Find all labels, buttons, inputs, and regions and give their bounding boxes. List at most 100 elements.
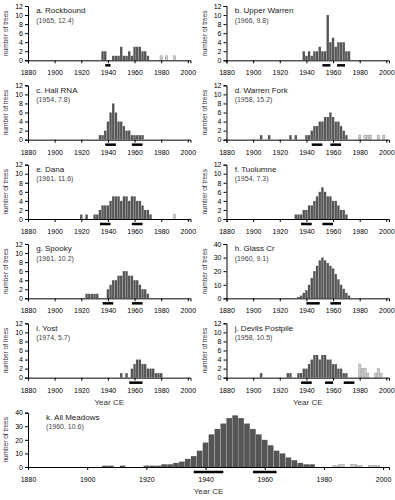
tick-mark xyxy=(25,165,28,166)
tick: 1940 xyxy=(299,140,315,156)
tick: 10 xyxy=(214,329,227,336)
periods xyxy=(301,224,333,225)
bar xyxy=(136,47,138,61)
tick-mark xyxy=(265,467,266,470)
bar xyxy=(292,460,298,467)
tick-label: 1920 xyxy=(272,149,288,156)
tick: 1920 xyxy=(272,219,288,235)
tick-mark xyxy=(25,131,28,132)
tick-label: 1980 xyxy=(352,387,368,394)
tick: 4 xyxy=(218,198,227,205)
tick: 2000 xyxy=(181,140,197,156)
tick-label: 1980 xyxy=(352,228,368,235)
tick-mark xyxy=(333,60,334,63)
tick-label: 1920 xyxy=(272,387,288,394)
y-axis: 010203040 xyxy=(15,409,28,470)
bar xyxy=(297,373,299,378)
tick-label: 1920 xyxy=(74,387,90,394)
bar xyxy=(165,56,167,61)
bar xyxy=(107,289,109,298)
tick: 1940 xyxy=(101,298,117,314)
tick-label: 8 xyxy=(218,180,222,187)
tick-mark xyxy=(224,24,227,25)
tick: 2000 xyxy=(379,219,395,235)
bar xyxy=(203,443,209,467)
tick-label: 1960 xyxy=(127,387,143,394)
bar xyxy=(364,135,366,140)
panel-subtitle: (1958, 10.5) xyxy=(235,334,273,342)
tick-label: 1980 xyxy=(154,307,170,314)
tick-mark xyxy=(224,60,227,61)
tick: 8 xyxy=(19,180,28,187)
tick: 1940 xyxy=(101,60,117,76)
tick-mark xyxy=(224,6,227,7)
periods xyxy=(322,65,345,66)
tick-label: 1940 xyxy=(299,228,315,235)
tick-mark xyxy=(25,183,28,184)
bar xyxy=(286,457,292,467)
bar xyxy=(226,418,232,467)
panel-subtitle: (1966, 9.8) xyxy=(235,17,269,25)
axis-line xyxy=(25,7,29,61)
tick-mark xyxy=(55,60,56,63)
bar xyxy=(149,466,155,467)
axis-line xyxy=(29,378,192,381)
tick-mark xyxy=(360,60,361,63)
tick-label: 1900 xyxy=(47,228,63,235)
x-axis: 1880190019201940196019802000 xyxy=(21,378,197,394)
tick-mark xyxy=(224,298,227,299)
bar xyxy=(335,122,337,140)
bar xyxy=(107,122,109,140)
tick-mark xyxy=(25,289,28,290)
bar xyxy=(305,135,307,140)
bar xyxy=(173,214,175,219)
axis-line xyxy=(224,165,228,219)
panel: 1880190019201940196019802000024681012num… xyxy=(201,82,395,156)
tick-mark xyxy=(25,113,28,114)
tick-label: 2 xyxy=(19,127,23,134)
x-axis: 1880190019201940196019802000 xyxy=(219,219,395,235)
tick-mark xyxy=(386,60,387,63)
tick-mark xyxy=(161,378,162,381)
tick: 10 xyxy=(214,91,227,98)
tick-mark xyxy=(224,258,227,259)
bar xyxy=(117,276,119,299)
tick-label: 1940 xyxy=(101,387,117,394)
bar xyxy=(345,51,347,60)
tick-mark xyxy=(135,60,136,63)
bar xyxy=(141,51,143,60)
bar xyxy=(374,466,380,467)
tick: 1880 xyxy=(21,219,37,235)
bar xyxy=(160,56,162,61)
bar xyxy=(136,360,138,378)
x-label: Year CE xyxy=(95,398,125,407)
tick-label: 6 xyxy=(19,109,23,116)
tick-mark xyxy=(55,378,56,381)
bar xyxy=(161,464,167,467)
bar xyxy=(345,373,347,378)
bar xyxy=(327,360,329,378)
tick-mark xyxy=(224,369,227,370)
tick-mark xyxy=(188,60,189,63)
bar xyxy=(80,214,82,219)
bar xyxy=(185,459,191,467)
bar xyxy=(303,293,305,298)
period-line xyxy=(344,381,355,384)
bar xyxy=(128,131,130,140)
bar xyxy=(316,355,318,378)
bar xyxy=(345,214,347,219)
tick-mark xyxy=(360,378,361,381)
tick: 0 xyxy=(218,374,227,381)
tick: 10 xyxy=(214,281,227,288)
tick-mark xyxy=(25,262,28,263)
tick-label: 1960 xyxy=(326,149,342,156)
tick: 12 xyxy=(15,82,28,89)
tick-label: 6 xyxy=(218,347,222,354)
tick-mark xyxy=(224,174,227,175)
bar xyxy=(147,369,149,378)
period-line xyxy=(322,64,330,67)
panel: 1880190019201940196019802000010203040num… xyxy=(2,409,391,496)
tick-label: 1960 xyxy=(127,228,143,235)
tick-mark xyxy=(224,360,227,361)
bar xyxy=(333,466,339,467)
